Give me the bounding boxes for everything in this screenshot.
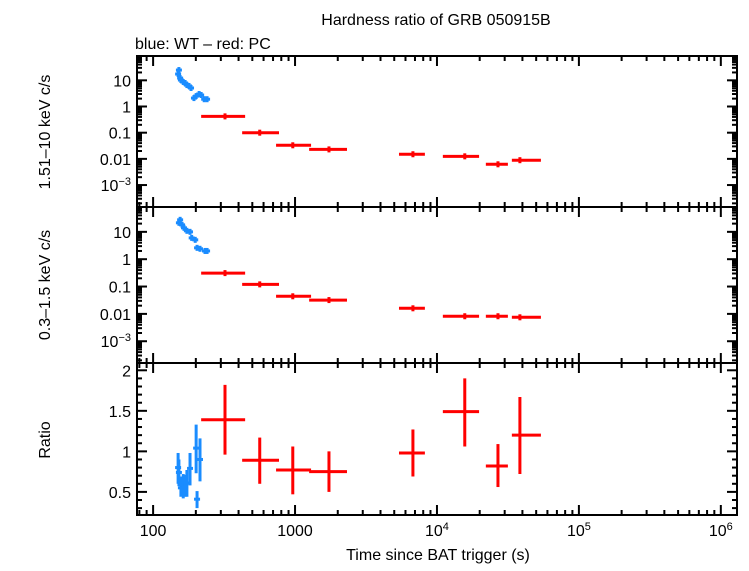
y-tick-label: 0.01: [100, 152, 131, 169]
y-tick-label: 10: [113, 73, 131, 90]
y-tick-label: 10: [113, 225, 131, 242]
x-tick-label: 106: [709, 521, 733, 540]
x-axis-label: Time since BAT trigger (s): [346, 547, 530, 564]
y-tick-label: 1.5: [109, 404, 131, 421]
panel-frame-top: [136, 55, 738, 208]
x-tick-label: 105: [567, 521, 591, 540]
y-axis-label-top: 1.51–10 keV c/s: [37, 75, 54, 190]
x-tick-label: 100: [140, 523, 167, 540]
y-tick-label: 2: [122, 363, 131, 380]
y-tick-label: 10−3: [101, 176, 131, 195]
y-tick-label: 0.01: [100, 307, 131, 324]
y-tick-label: 0.1: [109, 280, 131, 297]
y-tick-label: 0.1: [109, 126, 131, 143]
y-axis-label-ratio: Ratio: [37, 421, 54, 458]
y-tick-label: 1: [122, 444, 131, 461]
y-tick-label: 1: [122, 100, 131, 117]
chart-title: Hardness ratio of GRB 050915B: [321, 12, 550, 29]
x-tick-label: 104: [425, 521, 449, 540]
chart-subtitle: blue: WT – red: PC: [135, 36, 271, 53]
panel-frame-bottom: [136, 362, 738, 516]
x-tick-label: 1000: [277, 523, 313, 540]
y-tick-label: 1: [122, 252, 131, 269]
panel-frame-middle: [136, 206, 738, 364]
y-tick-label: 10−3: [101, 332, 131, 351]
y-axis-label-middle: 0.3–1.5 keV c/s: [37, 230, 54, 340]
y-tick-label: 0.5: [109, 485, 131, 502]
